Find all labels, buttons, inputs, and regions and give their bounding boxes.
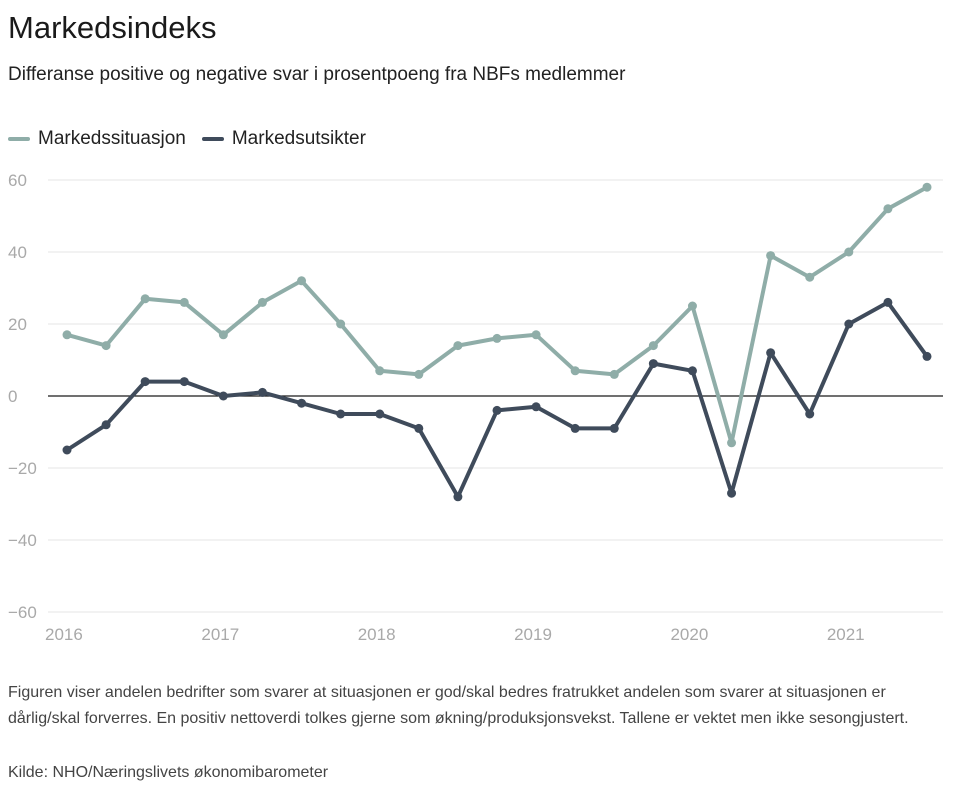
x-tick-label: 2021	[827, 625, 865, 644]
x-tick-label: 2020	[670, 625, 708, 644]
data-point-markedsutsikter	[492, 405, 502, 415]
data-point-markedsutsikter	[570, 423, 580, 433]
y-tick-label: 60	[8, 171, 27, 190]
x-tick-label: 2016	[45, 625, 83, 644]
data-point-markedsutsikter	[375, 409, 385, 419]
data-point-markedssituasjon	[492, 333, 502, 343]
data-point-markedsutsikter	[766, 348, 776, 358]
data-point-markedsutsikter	[179, 377, 189, 387]
data-point-markedsutsikter	[844, 319, 854, 329]
x-tick-label: 2017	[201, 625, 239, 644]
y-tick-label: −20	[8, 459, 37, 478]
legend-item-markedssituasjon: Markedssituasjon	[8, 128, 186, 150]
data-point-markedssituasjon	[922, 182, 932, 192]
data-point-markedssituasjon	[844, 247, 854, 257]
chart-title: Markedsindeks	[8, 10, 217, 45]
data-point-markedssituasjon	[883, 204, 893, 214]
data-point-markedssituasjon	[414, 369, 424, 379]
data-point-markedssituasjon	[218, 330, 228, 340]
footnote: Figuren viser andelen bedrifter som svar…	[8, 684, 909, 727]
data-point-markedssituasjon	[375, 366, 385, 376]
data-point-markedssituasjon	[805, 272, 815, 282]
data-point-markedsutsikter	[336, 409, 346, 419]
source: Kilde: NHO/Næringslivets økonomibaromete…	[8, 764, 329, 781]
data-point-markedssituasjon	[257, 297, 267, 307]
data-point-markedsutsikter	[218, 391, 228, 401]
data-point-markedsutsikter	[453, 492, 463, 502]
data-point-markedsutsikter	[648, 359, 658, 369]
data-point-markedsutsikter	[414, 423, 424, 433]
data-point-markedssituasjon	[336, 319, 346, 329]
data-point-markedsutsikter	[727, 488, 737, 498]
legend-label-markedsutsikter: Markedsutsikter	[231, 128, 366, 149]
y-tick-label: 40	[8, 243, 27, 262]
x-tick-label: 2019	[514, 625, 552, 644]
data-point-markedssituasjon	[453, 341, 463, 351]
data-point-markedsutsikter	[101, 420, 111, 430]
data-point-markedssituasjon	[140, 294, 150, 304]
y-tick-label: −40	[8, 531, 37, 550]
chart-subtitle: Differanse positive og negative svar i p…	[8, 64, 626, 85]
data-point-markedsutsikter	[531, 402, 541, 412]
data-point-markedsutsikter	[609, 423, 619, 433]
legend: Markedssituasjon Markedsutsikter	[8, 128, 382, 150]
data-point-markedssituasjon	[609, 369, 619, 379]
data-point-markedssituasjon	[687, 301, 697, 311]
data-point-markedssituasjon	[297, 276, 307, 286]
data-point-markedsutsikter	[883, 297, 893, 307]
x-tick-label: 2018	[358, 625, 396, 644]
data-point-markedsutsikter	[805, 409, 815, 419]
data-point-markedssituasjon	[62, 330, 72, 340]
data-point-markedsutsikter	[297, 398, 307, 408]
y-tick-label: 20	[8, 315, 27, 334]
data-point-markedssituasjon	[101, 341, 111, 351]
data-point-markedssituasjon	[766, 251, 776, 261]
y-tick-label: 0	[8, 387, 17, 406]
legend-swatch-markedsutsikter	[201, 137, 224, 141]
data-point-markedssituasjon	[727, 438, 737, 448]
data-point-markedsutsikter	[922, 351, 932, 361]
data-point-markedssituasjon	[570, 366, 580, 376]
legend-item-markedsutsikter: Markedsutsikter	[201, 128, 366, 150]
line-chart: 60 40 20 0 −20 −40 −60 2016 2017 2018 2019 2020 2021	[8, 171, 943, 644]
legend-label-markedssituasjon: Markedssituasjon	[38, 128, 186, 149]
legend-swatch-markedssituasjon	[8, 137, 30, 141]
data-point-markedsutsikter	[62, 445, 72, 455]
data-point-markedsutsikter	[687, 366, 697, 376]
data-point-markedsutsikter	[257, 387, 267, 397]
series-line-markedssituasjon	[65, 185, 929, 445]
data-point-markedssituasjon	[179, 297, 189, 307]
data-point-markedssituasjon	[648, 341, 658, 351]
data-point-markedsutsikter	[140, 377, 150, 387]
data-point-markedssituasjon	[531, 330, 541, 340]
y-tick-label: −60	[8, 603, 37, 622]
